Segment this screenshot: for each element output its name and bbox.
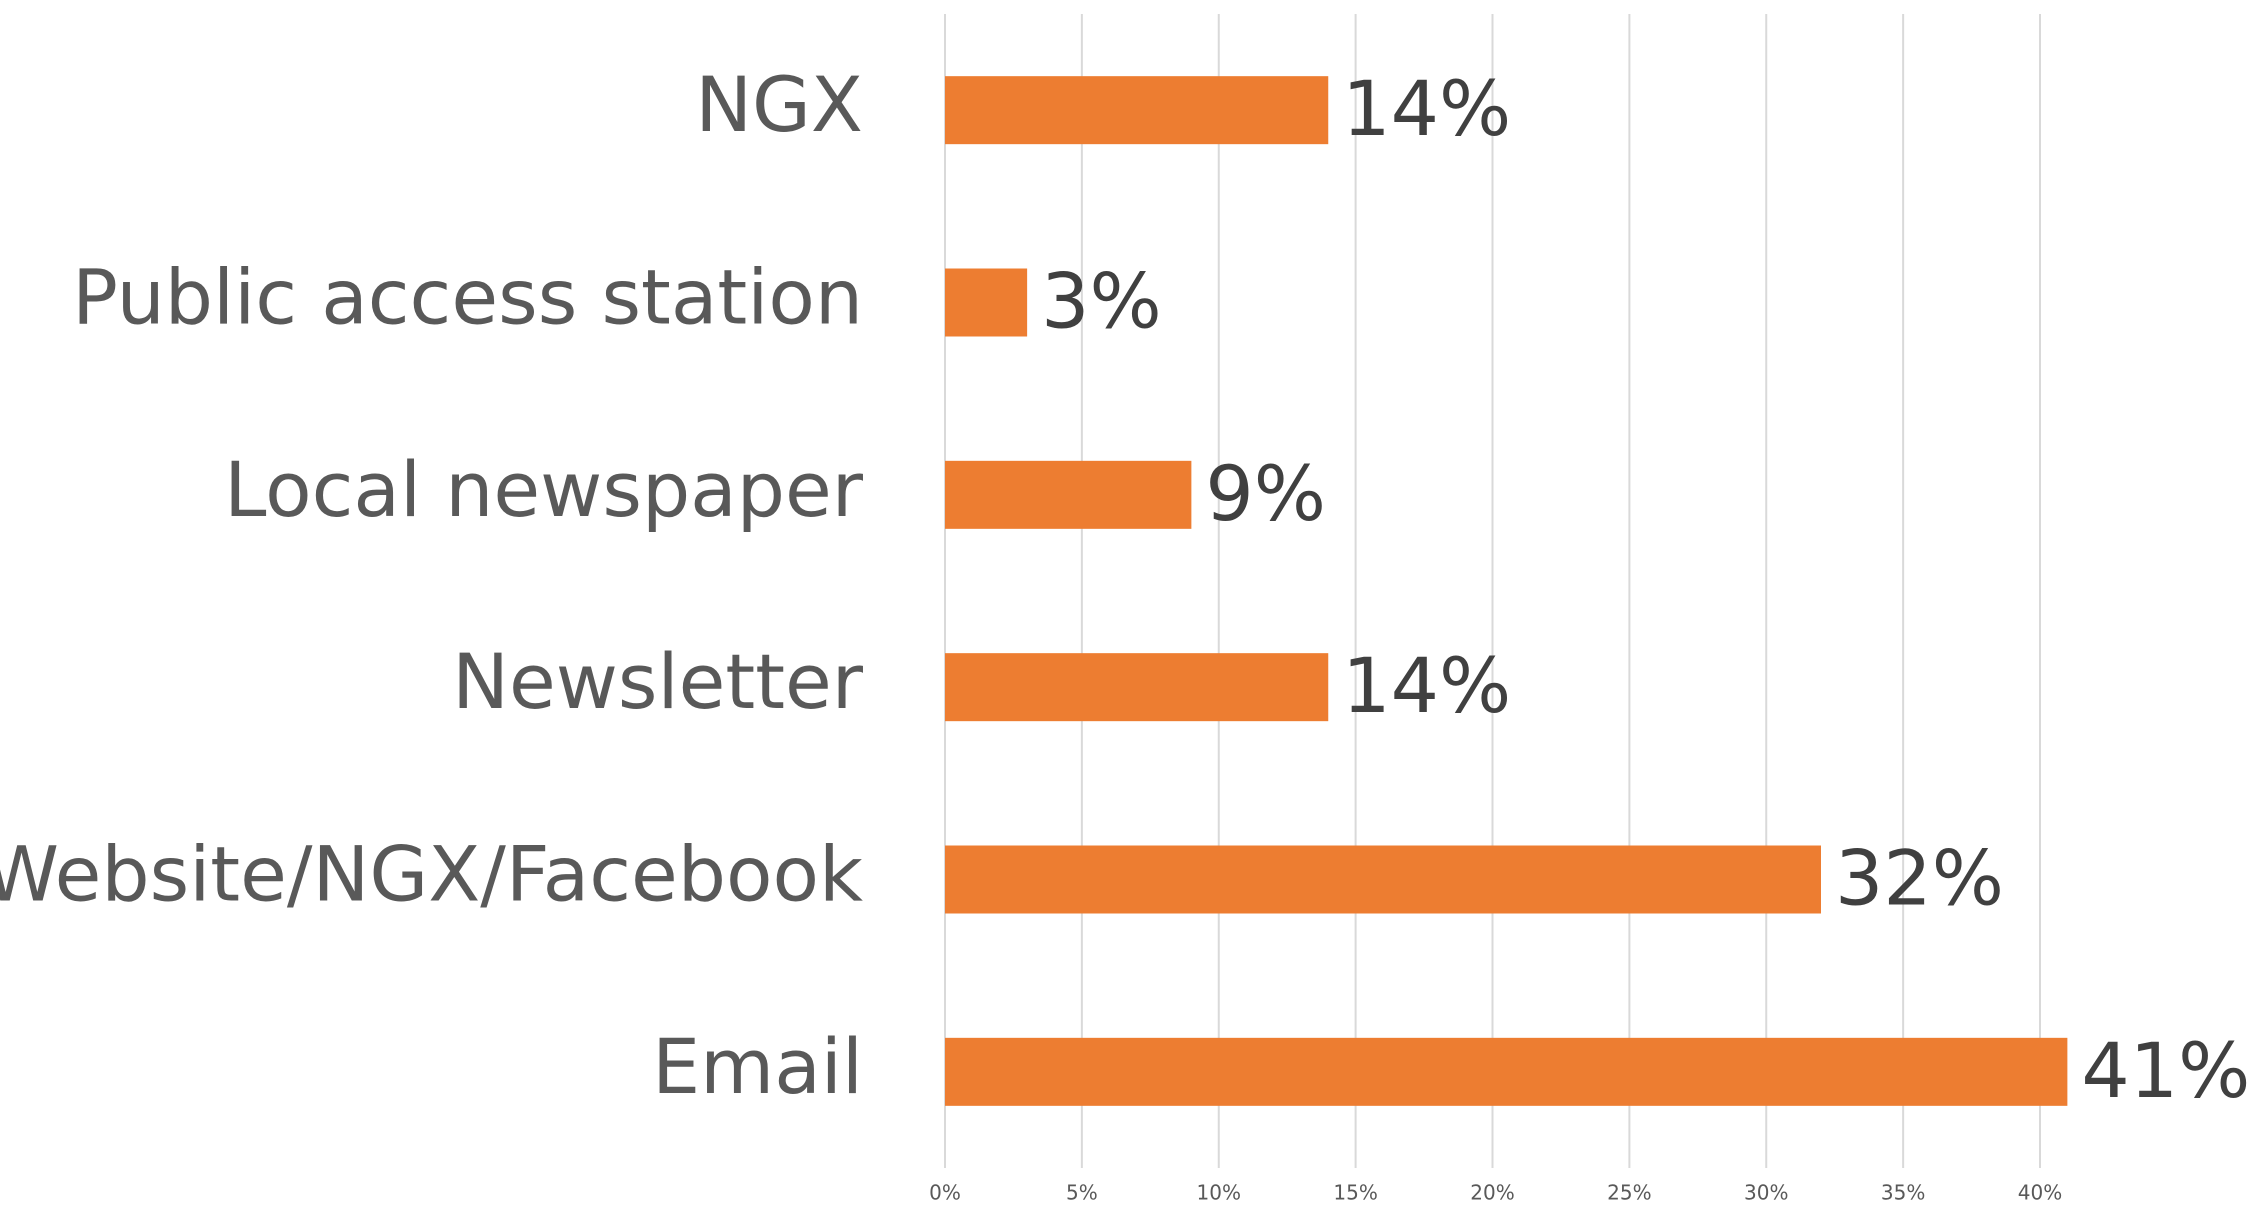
bar: [945, 268, 1028, 337]
data-label: 14%: [1342, 641, 1511, 730]
category-label: NGX: [695, 60, 863, 149]
bar: [945, 653, 1329, 722]
data-label: 9%: [1205, 449, 1326, 538]
x-tick-label: 25%: [1607, 1181, 1651, 1205]
data-label: 41%: [2081, 1026, 2250, 1115]
x-tick-label: 10%: [1197, 1181, 1241, 1205]
bar: [945, 845, 1821, 914]
data-label: 3%: [1041, 256, 1162, 345]
category-label: Public access station: [72, 252, 863, 341]
x-tick-label: 40%: [2018, 1181, 2062, 1205]
data-label: 32%: [1835, 833, 2004, 922]
x-tick-label: 5%: [1066, 1181, 1098, 1205]
category-label: Newsletter: [452, 637, 864, 726]
bar: [945, 460, 1192, 529]
category-label: Email: [652, 1022, 863, 1111]
bar: [945, 76, 1329, 145]
category-label: Website/NGX/Facebook: [0, 829, 863, 918]
category-label: Local newspaper: [224, 445, 864, 534]
x-tick-label: 0%: [929, 1181, 961, 1205]
x-tick-label: 30%: [1744, 1181, 1788, 1205]
data-label: 14%: [1342, 64, 1511, 153]
x-tick-label: 15%: [1333, 1181, 1377, 1205]
x-tick-label: 35%: [1881, 1181, 1925, 1205]
x-tick-label: 20%: [1470, 1181, 1514, 1205]
bar: [945, 1037, 2068, 1106]
